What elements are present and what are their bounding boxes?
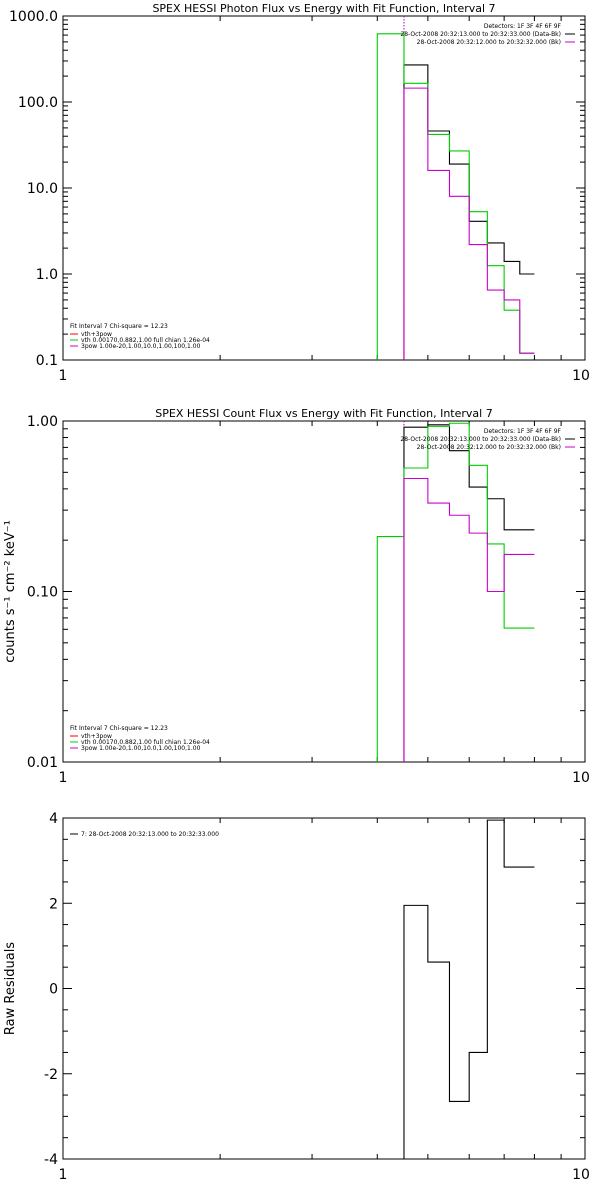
y-tick-label: 0.1 — [36, 353, 58, 369]
series-line — [376, 33, 535, 360]
legend-label: 3pow 1.00e-20,1.00,10.0,1.00,100,1.00 — [81, 745, 201, 752]
info-text: 28-Oct-2008 20:32:12.000 to 20:32:32.000… — [417, 444, 561, 451]
y-tick-label: 0 — [49, 982, 58, 998]
legend-header: Fit Interval 7 Chi-square = 12.23 — [70, 725, 168, 732]
info-text: Detectors: 1F 3F 4F 6F 9F — [484, 23, 562, 30]
x-tick-label: 1 — [59, 368, 68, 384]
y-tick-label: 1000.0 — [9, 9, 58, 25]
plot-frame — [62, 817, 586, 1160]
x-tick-label: 10 — [572, 1167, 590, 1183]
x-tick-label: 10 — [572, 770, 590, 786]
chart-panel-2: 1.00 0.10 0.011 10 SPEX HESSI Count Flux vs … — [3, 407, 590, 786]
chart-title: SPEX HESSI Photon Flux vs Energy with Fi… — [152, 2, 495, 15]
chart-panel-1: 1000.0 100.0 10.0 1.0 0.11 10 SPEX HESSI Photo… — [9, 2, 590, 384]
y-tick-label: 10.0 — [27, 181, 58, 197]
series-line — [376, 422, 535, 762]
series-line — [403, 424, 535, 762]
series-line — [403, 87, 535, 360]
plot-frame — [62, 15, 586, 361]
info-text: 28-Oct-2008 20:32:13.000 to 20:32:33.000… — [400, 436, 561, 443]
legend-label: vth+3pow — [81, 733, 112, 740]
legend-label: vth 0.00170,0.882,1.00 full chian 1.26e-… — [81, 739, 210, 746]
legend-label: 3pow 1.00e-20,1.00,10.0,1.00,100,1.00 — [81, 343, 201, 350]
y-tick-label: -2 — [44, 1067, 58, 1083]
plot-frame — [62, 420, 586, 763]
info-text: Detectors: 1F 3F 4F 6F 9F — [484, 428, 562, 435]
y-axis-label: Raw Residuals — [3, 942, 18, 1035]
y-tick-label: -4 — [44, 1152, 58, 1168]
x-tick-label: 1 — [59, 1167, 68, 1183]
chart-panel-3: 4 2 0 -2 -41 10 Raw Residuals 7: 28-Oct-2008 20… — [3, 811, 590, 1183]
y-tick-label: 0.01 — [27, 755, 58, 771]
y-tick-label: 4 — [49, 811, 58, 827]
legend-label: vth 0.00170,0.882,1.00 full chian 1.26e-… — [81, 337, 210, 344]
y-tick-label: 100.0 — [18, 95, 58, 111]
legend-label: vth+3pow — [81, 331, 112, 338]
chart-title: SPEX HESSI Count Flux vs Energy with Fit… — [155, 407, 492, 420]
y-tick-label: 2 — [49, 896, 58, 912]
x-tick-label: 1 — [59, 770, 68, 786]
series-line — [403, 819, 535, 1159]
y-axis-label: counts s⁻¹ cm⁻² keV⁻¹ — [3, 520, 18, 663]
series-line — [403, 477, 535, 762]
legend-label: 7: 28-Oct-2008 20:32:13.000 to 20:32:33.… — [81, 831, 219, 838]
x-tick-label: 10 — [572, 368, 590, 384]
info-text: 28-Oct-2008 20:32:12.000 to 20:32:32.000… — [417, 39, 561, 46]
y-tick-label: 0.10 — [27, 585, 58, 601]
legend-header: Fit Interval 7 Chi-square = 12.23 — [70, 323, 168, 330]
info-text: 28-Oct-2008 20:32:13.000 to 20:32:33.000… — [400, 31, 561, 38]
y-tick-label: 1.0 — [36, 267, 58, 283]
y-tick-label: 1.00 — [27, 414, 58, 430]
